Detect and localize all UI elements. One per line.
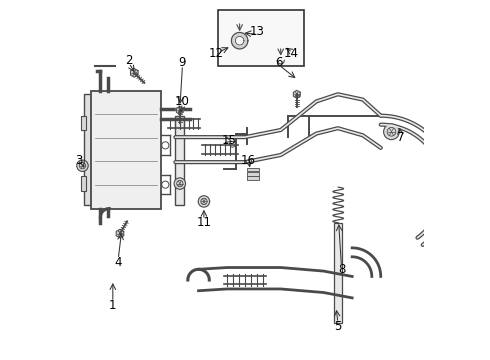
Text: 7: 7	[396, 131, 404, 144]
Bar	[84, 94, 92, 205]
Text: 14: 14	[284, 47, 299, 60]
Text: 9: 9	[179, 55, 186, 69]
Bar	[175, 116, 184, 205]
Bar	[247, 168, 259, 171]
Text: 15: 15	[221, 134, 236, 147]
Text: 12: 12	[209, 47, 224, 60]
Circle shape	[198, 196, 210, 207]
Circle shape	[174, 178, 186, 189]
Text: 1: 1	[109, 298, 117, 311]
Text: 11: 11	[196, 216, 211, 229]
Text: 4: 4	[115, 256, 122, 269]
Bar	[81, 176, 86, 191]
Bar	[247, 176, 259, 180]
Polygon shape	[130, 68, 138, 77]
Text: 13: 13	[250, 25, 265, 38]
Text: 3: 3	[75, 154, 83, 167]
Text: 2: 2	[125, 54, 133, 67]
Polygon shape	[176, 107, 183, 114]
Polygon shape	[235, 36, 244, 45]
Circle shape	[384, 124, 399, 140]
Polygon shape	[294, 90, 300, 98]
Polygon shape	[231, 32, 248, 49]
Text: 8: 8	[338, 263, 345, 276]
Bar	[81, 116, 86, 130]
Polygon shape	[116, 229, 123, 238]
Circle shape	[77, 160, 88, 171]
Text: 5: 5	[334, 320, 342, 333]
Bar	[247, 172, 259, 176]
Text: 16: 16	[241, 154, 256, 167]
Text: 6: 6	[275, 55, 283, 69]
Bar	[218, 10, 304, 66]
Text: 10: 10	[175, 95, 190, 108]
Bar	[92, 91, 161, 208]
Bar	[334, 223, 342, 323]
